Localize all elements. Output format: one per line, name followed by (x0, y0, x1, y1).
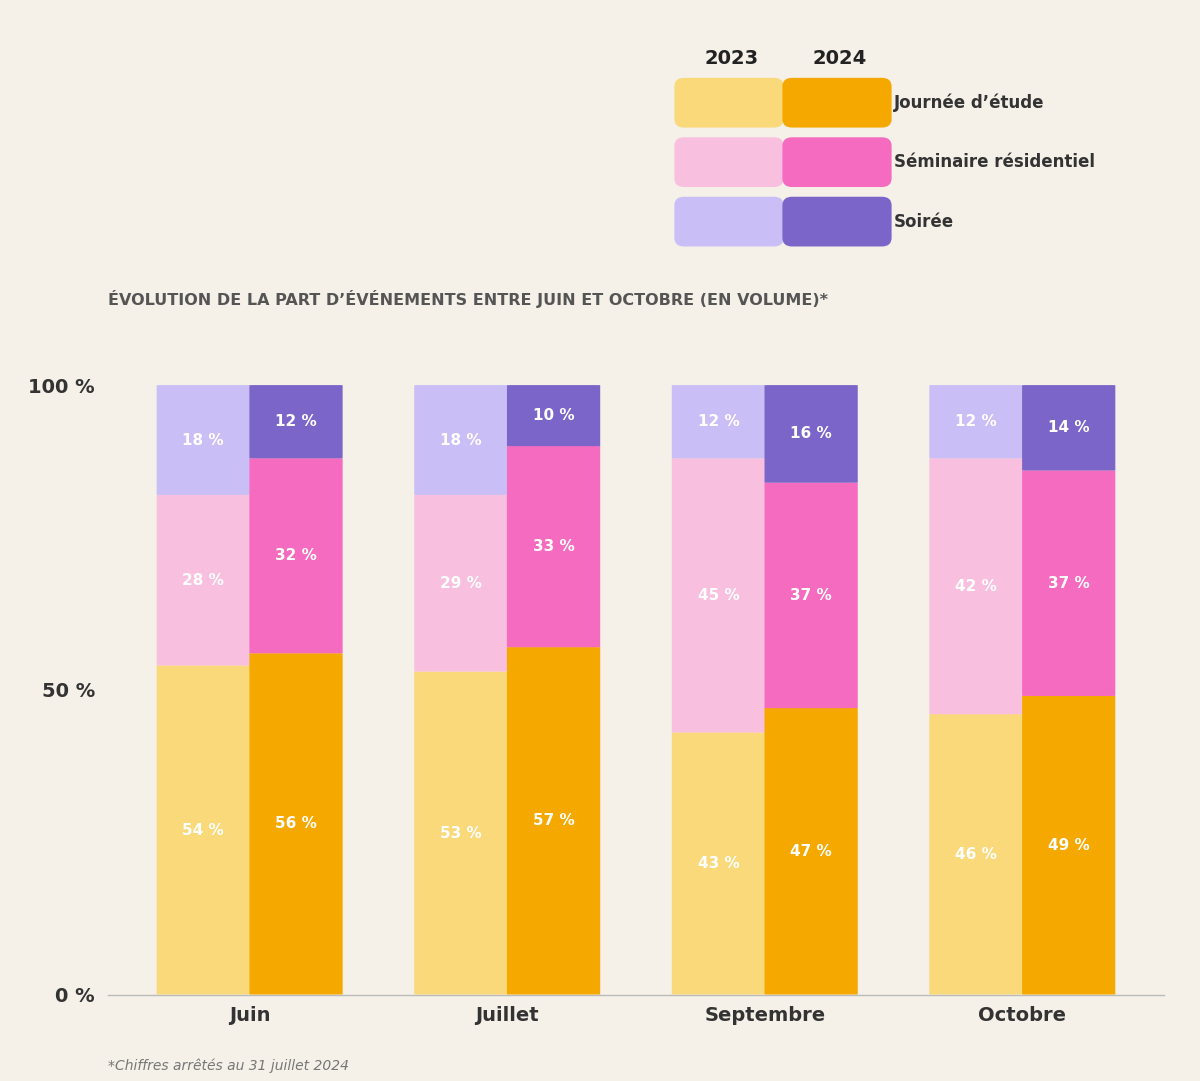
Text: 18 %: 18 % (182, 432, 224, 448)
Text: 37 %: 37 % (791, 588, 832, 603)
FancyBboxPatch shape (250, 458, 343, 653)
Text: 14 %: 14 % (1048, 421, 1090, 436)
Text: *Chiffres arrêtés au 31 juillet 2024: *Chiffres arrêtés au 31 juillet 2024 (108, 1058, 349, 1073)
Text: 33 %: 33 % (533, 539, 575, 555)
Text: 16 %: 16 % (791, 427, 832, 441)
FancyBboxPatch shape (157, 495, 250, 666)
FancyBboxPatch shape (672, 733, 766, 995)
FancyBboxPatch shape (1022, 696, 1115, 995)
Text: 43 %: 43 % (697, 856, 739, 871)
FancyBboxPatch shape (414, 671, 508, 995)
Text: 2023: 2023 (704, 49, 760, 68)
Text: 57 %: 57 % (533, 813, 575, 828)
Text: 2024: 2024 (812, 49, 868, 68)
FancyBboxPatch shape (1022, 385, 1115, 470)
Text: 18 %: 18 % (440, 432, 481, 448)
Text: 12 %: 12 % (275, 414, 317, 429)
FancyBboxPatch shape (506, 446, 600, 648)
Text: Séminaire résidentiel: Séminaire résidentiel (894, 154, 1096, 171)
Text: 12 %: 12 % (697, 414, 739, 429)
Text: 29 %: 29 % (440, 576, 481, 590)
Text: 54 %: 54 % (182, 823, 224, 838)
FancyBboxPatch shape (764, 482, 858, 708)
FancyBboxPatch shape (929, 715, 1022, 995)
Text: 37 %: 37 % (1048, 576, 1090, 590)
Text: 10 %: 10 % (533, 409, 575, 423)
FancyBboxPatch shape (157, 385, 250, 495)
Text: 12 %: 12 % (955, 414, 997, 429)
FancyBboxPatch shape (1022, 470, 1115, 696)
Text: 53 %: 53 % (440, 826, 481, 841)
FancyBboxPatch shape (929, 385, 1022, 458)
Text: 42 %: 42 % (955, 578, 997, 593)
FancyBboxPatch shape (250, 653, 343, 995)
FancyBboxPatch shape (929, 458, 1022, 715)
Text: 49 %: 49 % (1048, 838, 1090, 853)
FancyBboxPatch shape (157, 666, 250, 995)
FancyBboxPatch shape (414, 495, 508, 671)
Text: 56 %: 56 % (275, 816, 317, 831)
Text: 28 %: 28 % (182, 573, 224, 588)
FancyBboxPatch shape (764, 708, 858, 995)
FancyBboxPatch shape (764, 385, 858, 483)
Text: Journée d’étude: Journée d’étude (894, 93, 1044, 112)
FancyBboxPatch shape (414, 385, 508, 495)
Text: Soirée: Soirée (894, 213, 954, 230)
FancyBboxPatch shape (506, 385, 600, 446)
FancyBboxPatch shape (250, 385, 343, 458)
Text: ÉVOLUTION DE LA PART D’ÉVÉNEMENTS ENTRE JUIN ET OCTOBRE (EN VOLUME)*: ÉVOLUTION DE LA PART D’ÉVÉNEMENTS ENTRE … (108, 290, 828, 308)
Text: 47 %: 47 % (791, 844, 832, 858)
FancyBboxPatch shape (672, 458, 766, 733)
Text: 46 %: 46 % (955, 846, 997, 862)
FancyBboxPatch shape (506, 648, 600, 995)
Text: 32 %: 32 % (275, 548, 317, 563)
FancyBboxPatch shape (672, 385, 766, 458)
Text: 45 %: 45 % (697, 588, 739, 603)
